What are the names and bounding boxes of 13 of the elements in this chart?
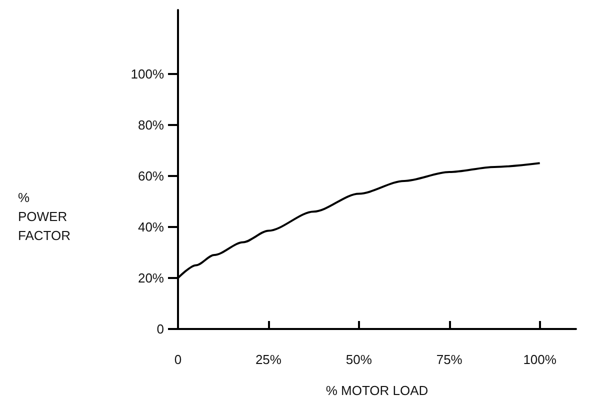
- x-tick-label: 0: [174, 352, 182, 367]
- y-axis-title: % POWER FACTOR: [18, 190, 70, 243]
- y-tick-label: 40%: [138, 219, 164, 234]
- x-axis-title: % MOTOR LOAD: [326, 383, 428, 398]
- y-tick-label: 100%: [130, 66, 164, 82]
- x-tick-label: 25%: [255, 352, 282, 367]
- y-tick-label: 80%: [138, 117, 164, 132]
- y-tick-label: 0: [156, 322, 164, 336]
- y-tick-label: 20%: [138, 270, 164, 286]
- y-tick-label: 60%: [138, 168, 164, 184]
- x-tick-label: 75%: [436, 352, 463, 367]
- x-tick-label: 100%: [523, 352, 557, 367]
- x-tick-label: 50%: [346, 352, 372, 367]
